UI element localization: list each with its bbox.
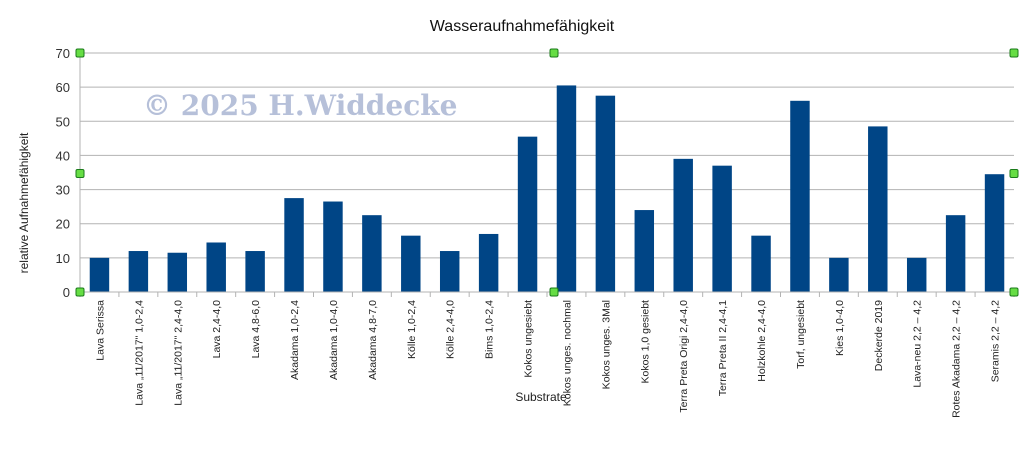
x-axis-title: Substrate bbox=[515, 390, 567, 404]
x-tick-label: Akadama 4,8-7,0 bbox=[367, 300, 379, 380]
bar bbox=[556, 85, 577, 292]
bar bbox=[790, 100, 810, 292]
x-tick-label: Kokos ungesiebt bbox=[523, 300, 535, 378]
x-tick-label: Deckerde 2019 bbox=[873, 300, 885, 371]
bar bbox=[634, 210, 655, 292]
selection-handle[interactable] bbox=[1009, 287, 1019, 297]
x-tick-label: Terra Preta Origi 2,4-4,0 bbox=[678, 300, 690, 413]
selection-handle[interactable] bbox=[549, 287, 559, 297]
bar-series bbox=[89, 85, 1005, 293]
selection-handle[interactable] bbox=[75, 48, 85, 58]
bar bbox=[673, 158, 693, 292]
x-tick-label: Lava „11/2017" 2,4-4,0 bbox=[172, 300, 184, 406]
y-tick-label: 70 bbox=[56, 46, 70, 61]
bar bbox=[712, 165, 732, 292]
y-axis-title: relative Aufnahmefähigkeit bbox=[17, 132, 31, 273]
selection-handle[interactable] bbox=[75, 287, 85, 297]
bar bbox=[478, 233, 499, 292]
x-tick-label: Lava-neu 2,2 – 4,2 bbox=[912, 300, 924, 388]
x-tick-label: Kokos 1,0 gesiebt bbox=[639, 300, 651, 384]
bar bbox=[167, 252, 188, 292]
x-tick-label: Kokos unges. 3Mal bbox=[600, 300, 612, 389]
bar bbox=[323, 201, 343, 292]
x-tick-label: Lava 2,4-4,0 bbox=[211, 300, 223, 359]
bar bbox=[89, 257, 110, 292]
bar bbox=[906, 257, 927, 292]
x-tick-label: Seramis 2,2 – 4,2 bbox=[990, 300, 1002, 382]
x-tick-label: Kölle 1,0-2,4 bbox=[406, 300, 418, 359]
x-tick-label: Akadama 1,0-2,4 bbox=[289, 300, 301, 380]
x-tick-label: Kokos unges. nochmal bbox=[561, 300, 573, 406]
x-tick-label: Kölle 2,4-4,0 bbox=[445, 300, 457, 359]
x-tick-label: Kies 1,0-4,0 bbox=[834, 300, 846, 356]
x-tick-label: Terra Preta II 2,4-4,1 bbox=[717, 300, 729, 396]
x-tick-label: Lava 4,8-6,0 bbox=[250, 300, 262, 359]
x-tick-label: Akadama 1,0-4,0 bbox=[328, 300, 340, 380]
y-tick-label: 40 bbox=[56, 148, 70, 163]
y-tick-labels: 0 10 20 30 40 50 60 70 bbox=[56, 46, 70, 300]
x-tick-label: Holzkohle 2,4-4,0 bbox=[756, 300, 768, 382]
y-tick-label: 50 bbox=[56, 114, 70, 129]
x-tick-label: Rotes Akadama 2,2 – 4,2 bbox=[951, 300, 963, 418]
bar bbox=[439, 251, 460, 292]
selection-handle[interactable] bbox=[1009, 48, 1019, 58]
y-tick-label: 60 bbox=[56, 80, 70, 95]
bar bbox=[517, 136, 538, 292]
x-tick-label: Lava „11/2017" 1,0-2,4 bbox=[133, 300, 145, 406]
y-tick-label: 20 bbox=[56, 217, 70, 232]
bar bbox=[751, 235, 771, 292]
y-tick-label: 0 bbox=[63, 285, 70, 300]
bar bbox=[128, 251, 149, 292]
y-tick-label: 30 bbox=[56, 183, 70, 198]
bar bbox=[984, 174, 1005, 292]
bar bbox=[284, 198, 304, 292]
gridlines bbox=[80, 52, 1014, 293]
bar bbox=[595, 95, 616, 292]
selection-handle[interactable] bbox=[75, 169, 85, 178]
bar bbox=[868, 126, 888, 293]
selection-handles[interactable] bbox=[75, 48, 1019, 297]
selection-handle[interactable] bbox=[1009, 169, 1019, 178]
chart-title: Wasseraufnahmefähigkeit bbox=[430, 18, 615, 35]
bar bbox=[829, 257, 849, 292]
x-tick-label: Lava Serissa bbox=[94, 300, 106, 361]
bar bbox=[206, 242, 226, 292]
y-tick-label: 10 bbox=[56, 251, 70, 266]
bar bbox=[401, 235, 421, 292]
x-tick-label: Bims 1,0-2,4 bbox=[484, 300, 496, 359]
selection-handle[interactable] bbox=[549, 48, 559, 58]
bar bbox=[245, 251, 265, 292]
watermark: © 2025 H.Widdecke bbox=[143, 89, 457, 122]
x-tick-label: Torf, ungesiebt bbox=[795, 300, 807, 369]
bar bbox=[945, 215, 966, 292]
bar bbox=[362, 215, 382, 292]
x-tick-labels: Lava Serissa Lava „11/2017" 1,0-2,4 Lava „… bbox=[94, 300, 1001, 418]
